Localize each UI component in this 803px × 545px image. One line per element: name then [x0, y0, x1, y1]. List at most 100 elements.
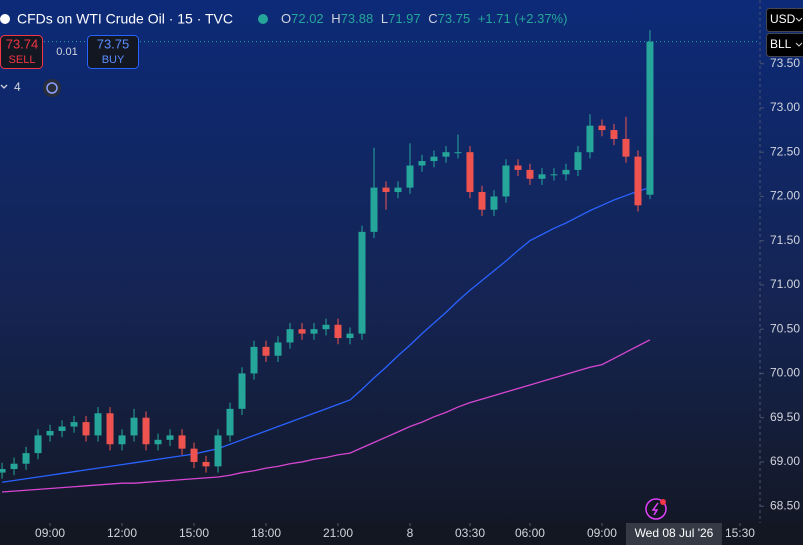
- candle-body: [154, 439, 162, 445]
- candle-body: [214, 435, 222, 467]
- unit-selector[interactable]: [766, 33, 803, 57]
- candle-body: [586, 125, 594, 153]
- candle-body: [490, 196, 498, 210]
- candle-body: [118, 435, 126, 445]
- high-value: 73.88: [341, 11, 374, 26]
- candle-body: [274, 342, 282, 356]
- y-tick-label: 70.00: [770, 366, 800, 380]
- y-tick-label: 69.00: [770, 454, 800, 468]
- y-tick-label: 71.00: [770, 277, 800, 291]
- alert-dot: [660, 499, 666, 505]
- low-value: 71.97: [388, 11, 421, 26]
- visibility-icon[interactable]: [258, 14, 268, 24]
- c-label: C: [428, 11, 437, 26]
- overlay: CFDs on WTI Crude Oil · 15 · TVC O72.02 …: [0, 11, 667, 520]
- candle-body: [622, 138, 630, 157]
- candle-body: [538, 174, 546, 179]
- candle-body: [310, 329, 318, 334]
- x-tick-label: 09:00: [35, 526, 65, 540]
- candle-body: [646, 41, 654, 195]
- candle-body: [0, 469, 6, 473]
- x-tick-label: 12:00: [107, 526, 137, 540]
- candle-body: [430, 156, 438, 162]
- candle-body: [166, 435, 174, 440]
- currency: USD: [770, 12, 796, 26]
- candle-body: [382, 187, 390, 193]
- candle-body: [250, 346, 258, 374]
- spread: 0.01: [56, 46, 77, 58]
- unit: BLL: [770, 37, 792, 51]
- candle-body: [130, 417, 138, 436]
- candle-body: [346, 333, 354, 339]
- crosshair-date-box: [625, 523, 722, 545]
- candle-body: [190, 448, 198, 462]
- sell-price: 73.74: [6, 36, 39, 51]
- candle-body: [178, 435, 186, 449]
- moving-average: [1, 339, 651, 493]
- candle-body: [454, 152, 462, 154]
- x-tick-label: 09:00: [587, 526, 617, 540]
- open-value: 72.02: [291, 11, 324, 26]
- symbol-icon: [0, 14, 10, 24]
- candle-body: [226, 408, 234, 436]
- candle-body: [358, 231, 366, 334]
- candle-body: [34, 435, 42, 454]
- x-tick-label: 15:00: [179, 526, 209, 540]
- collapse-icon[interactable]: [0, 84, 8, 89]
- candle-body: [106, 413, 114, 445]
- y-tick-label: 70.50: [770, 321, 800, 335]
- plot-area: [0, 30, 760, 493]
- candle-body: [598, 125, 606, 131]
- candle-body: [70, 422, 78, 427]
- candle-body: [478, 192, 486, 210]
- y-tick-label: 68.50: [770, 498, 800, 512]
- candle-body: [298, 329, 306, 334]
- candle-body: [142, 417, 150, 445]
- candle-body: [322, 324, 330, 330]
- candle-body: [286, 329, 294, 343]
- y-tick-label: 73.00: [770, 100, 800, 114]
- buy-button[interactable]: [87, 35, 139, 69]
- candle-body: [526, 169, 534, 179]
- x-tick-label: 18:00: [251, 526, 281, 540]
- candle-body: [202, 461, 210, 467]
- unit-chevron: [795, 42, 803, 47]
- x-tick-label: 06:00: [515, 526, 545, 540]
- h-label: H: [331, 11, 340, 26]
- moving-average: [1, 186, 651, 483]
- indicator-count: 4: [14, 80, 21, 94]
- buy-label: BUY: [102, 54, 125, 66]
- candle-body: [394, 187, 402, 193]
- candle-body: [10, 463, 18, 470]
- o-label: O: [281, 11, 291, 26]
- bolt-icon: [651, 502, 659, 516]
- refresh-button[interactable]: [43, 79, 61, 97]
- candle-body: [262, 346, 270, 356]
- y-tick-label: 69.50: [770, 410, 800, 424]
- x-tick-label: 03:30: [455, 526, 485, 540]
- candle-body: [58, 426, 66, 431]
- candle-body: [22, 453, 30, 464]
- currency-chevron: [795, 17, 803, 22]
- candle-body: [406, 165, 414, 188]
- crosshair-date: Wed 08 Jul '26: [635, 526, 714, 540]
- y-tick-label: 73.50: [770, 56, 800, 70]
- candle-body: [550, 174, 558, 176]
- y-tick-label: 72.50: [770, 144, 800, 158]
- candle-body: [370, 187, 378, 232]
- l-label: L: [381, 11, 388, 26]
- y-tick-label: 72.00: [770, 189, 800, 203]
- x-tick-label: 21:00: [323, 526, 353, 540]
- sell-button[interactable]: [0, 35, 43, 69]
- candle-body: [574, 152, 582, 170]
- candle-body: [610, 130, 618, 139]
- candle-body: [562, 169, 570, 175]
- unit-selectors: USD BLL: [766, 8, 803, 57]
- candle-body: [82, 422, 90, 436]
- candle-body: [634, 156, 642, 206]
- currency-selector[interactable]: [766, 8, 803, 32]
- candle-body: [238, 373, 246, 409]
- buy-price: 73.75: [97, 36, 130, 51]
